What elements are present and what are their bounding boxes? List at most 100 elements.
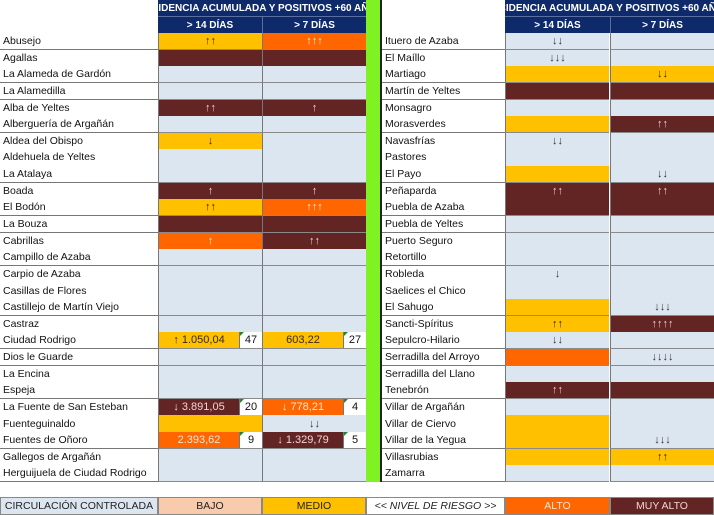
positive-count: 47 — [239, 332, 262, 349]
cell-14-days — [158, 315, 262, 333]
cell-value: ↑↑↑ — [306, 201, 323, 214]
municipality-name: Villar de Ciervo — [382, 415, 505, 433]
cell-7-days: ↓↓↓ — [610, 299, 714, 317]
municipality-name: Casillas de Flores — [0, 282, 158, 300]
legend-bajo: BAJO — [158, 497, 262, 515]
cell-7-days: ↑↑ — [610, 448, 714, 466]
cell-14-days — [158, 415, 262, 433]
legend-circulacion-controlada: CIRCULACIÓN CONTROLADA — [0, 497, 158, 515]
cell-7-days — [262, 365, 366, 383]
cell-14-days: ↓ — [505, 265, 609, 283]
municipality-name: Cabrillas — [0, 232, 158, 250]
municipality-name: Dios le Guarde — [0, 348, 158, 367]
cell-7-days: ↑ — [262, 99, 366, 117]
legend-medio: MEDIO — [262, 497, 366, 515]
municipality-name: Agallas — [0, 49, 158, 67]
cell-14-days — [158, 49, 262, 67]
cell-value: ↓ 1.329,79 — [277, 434, 329, 447]
cell-value: ↓↓ — [657, 168, 668, 181]
cell-value: 603,22 — [286, 334, 320, 347]
municipality-name: Robleda — [382, 265, 505, 283]
cell-14-days — [505, 415, 609, 433]
cell-value: ↓↓ — [552, 134, 563, 147]
cell-7-days — [610, 33, 714, 51]
cell-14-days: ↑↑ — [505, 315, 609, 333]
cell-7-days — [610, 398, 714, 416]
municipality-name: Campillo de Azaba — [0, 249, 158, 267]
cell-14-days: ↑ 1.050,04 47 — [158, 332, 262, 350]
cell-value: ↑↑ — [657, 450, 668, 463]
positive-count: 9 — [239, 432, 262, 449]
municipality-name: Monsagro — [382, 99, 505, 117]
cell-14-days — [158, 116, 262, 134]
cell-7-days — [610, 132, 714, 150]
cell-7-days — [262, 448, 366, 466]
municipality-name: Fuenteguinaldo — [0, 415, 158, 433]
municipality-name: Abusejo — [0, 33, 158, 51]
legend-alto: ALTO — [505, 497, 610, 515]
municipality-name: El Bodón — [0, 199, 158, 217]
cell-7-days — [610, 49, 714, 67]
cell-14-days — [158, 382, 262, 400]
cell-14-days — [158, 448, 262, 466]
municipality-name: Serradilla del Llano — [382, 365, 505, 383]
cell-14-days — [505, 116, 609, 134]
cell-value: ↓↓↓ — [654, 301, 671, 314]
cell-14-days — [158, 265, 262, 283]
cell-value: ↑↑↑ — [306, 35, 323, 48]
cell-value: ↓↓↓↓ — [651, 351, 674, 364]
cell-value: ↑ — [207, 234, 214, 247]
cell-14-days: ↓↓↓ — [505, 49, 609, 67]
cell-7-days — [262, 465, 366, 483]
municipality-name: El Payo — [382, 166, 505, 184]
header-title-right: INCIDENCIA ACUMULADA Y POSITIVOS +60 AÑO… — [489, 0, 714, 16]
cell-7-days: ↑ — [262, 182, 366, 200]
header-7-days-right: > 7 DÍAS — [610, 16, 714, 33]
municipality-name: Puerto Seguro — [382, 232, 505, 250]
municipality-name: Alba de Yeltes — [0, 99, 158, 117]
municipality-name: Alberguería de Argañán — [0, 116, 158, 134]
cell-7-days — [262, 132, 366, 150]
cell-value: ↑ 1.050,04 — [173, 334, 225, 347]
cell-14-days — [505, 199, 609, 217]
cell-14-days: ↓ — [158, 132, 262, 150]
positive-count: 27 — [343, 332, 366, 349]
municipality-name: La Atalaya — [0, 166, 158, 184]
cell-14-days — [505, 215, 609, 234]
cell-7-days — [262, 149, 366, 167]
municipality-name: Puebla de Azaba — [382, 199, 505, 217]
municipality-name: Aldea del Obispo — [0, 132, 158, 150]
cell-14-days — [505, 232, 609, 250]
municipality-name: Morasverdes — [382, 116, 505, 134]
cell-7-days: ↑↑↑ — [262, 199, 366, 217]
cell-value: ↑↑ — [552, 317, 563, 330]
cell-7-days — [610, 282, 714, 300]
cell-14-days: ↑↑ — [158, 199, 262, 217]
header-title-left: INCIDENCIA ACUMULADA Y POSITIVOS +60 AÑO… — [141, 0, 383, 16]
municipality-name: Sepulcro-Hilario — [382, 332, 505, 350]
cell-value: ↑ — [311, 101, 318, 114]
cell-7-days: ↓↓ — [610, 66, 714, 84]
cell-7-days — [262, 82, 366, 100]
cell-7-days: ↑↑↑ — [262, 33, 366, 51]
positive-count: 5 — [343, 432, 366, 449]
cell-7-days: ↑↑ — [610, 182, 714, 200]
cell-7-days — [610, 415, 714, 433]
cell-value: ↑ — [311, 184, 318, 197]
cell-14-days — [505, 299, 609, 317]
cell-value: ↓↓↓ — [654, 434, 671, 447]
header-14-days-right: > 14 DÍAS — [505, 16, 610, 33]
cell-7-days — [610, 332, 714, 350]
cell-7-days — [610, 382, 714, 400]
cell-7-days — [610, 232, 714, 250]
municipality-name: La Encina — [0, 365, 158, 383]
municipality-name: Villar de Argañán — [382, 398, 505, 416]
municipality-name: Martiago — [382, 66, 505, 84]
cell-14-days: ↑↑ — [158, 99, 262, 117]
cell-value: ↓ 778,21 — [281, 400, 325, 413]
cell-7-days — [262, 215, 366, 234]
cell-value: 2.393,62 — [177, 434, 221, 447]
cell-14-days: ↓ 3.891,05 20 — [158, 398, 262, 416]
cell-14-days — [505, 448, 609, 466]
cell-7-days: ↓ 1.329,79 5 — [262, 432, 366, 450]
